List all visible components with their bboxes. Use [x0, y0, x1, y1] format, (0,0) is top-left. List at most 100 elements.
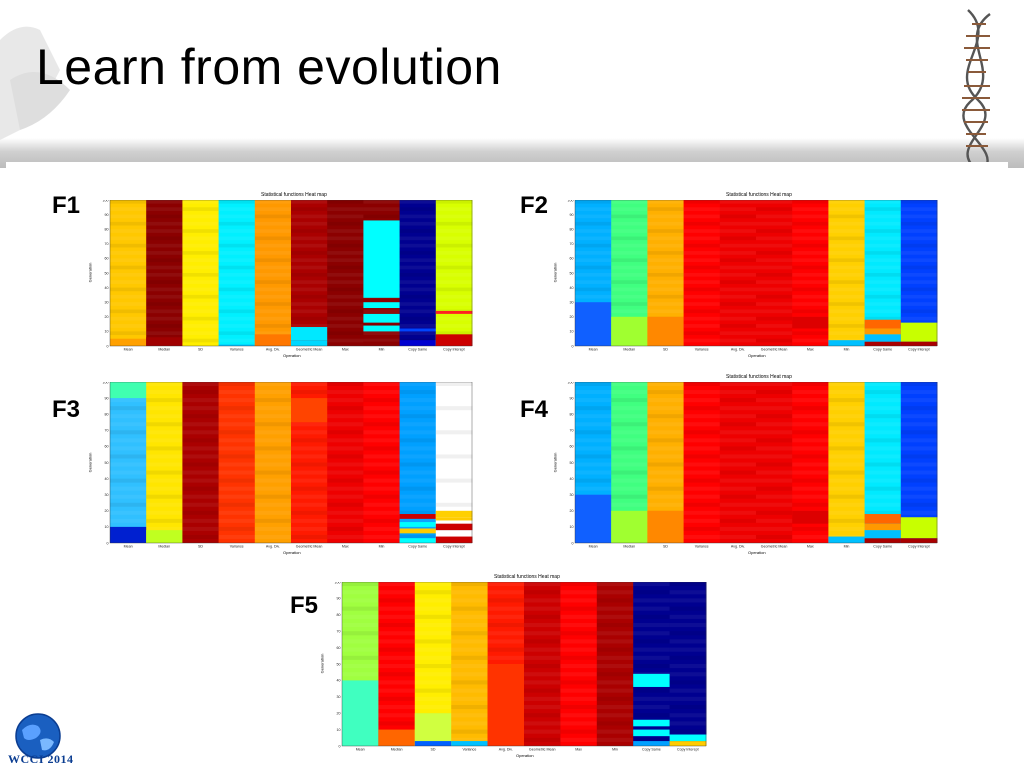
heatmap-stripe [596, 664, 634, 669]
heatmap-stripe [792, 494, 829, 499]
heatmap-stripe [596, 729, 634, 734]
heatmap-stripe [218, 214, 256, 219]
y-tick-label: 100 [103, 382, 109, 384]
heatmap-stripe [146, 510, 183, 515]
heatmap-stripe [291, 454, 328, 459]
heatmap-stripe [435, 382, 473, 387]
heatmap-stripe [451, 639, 489, 644]
heatmap-stripe [828, 430, 866, 435]
heatmap-stripe [110, 494, 147, 499]
x-tick-label: Min [379, 348, 385, 352]
figure-label: F2 [520, 192, 549, 219]
y-tick-label: 10 [570, 525, 574, 529]
heatmap-stripe [363, 331, 401, 336]
heatmap-stripe [291, 422, 328, 427]
heatmap-column [182, 200, 220, 346]
heatmap-stripe [611, 251, 648, 255]
heatmap-cell [647, 316, 685, 346]
x-tick-label: Copy Interept [677, 748, 699, 752]
heatmap-cell [291, 340, 328, 346]
heatmap-stripe [435, 316, 473, 321]
heatmap-stripe [291, 309, 328, 314]
heatmap-stripe [254, 534, 292, 539]
heatmap-stripe [596, 647, 634, 652]
heatmap-stripe [110, 324, 147, 328]
heatmap-column [182, 382, 220, 543]
heatmap-stripe [828, 526, 866, 531]
y-tick-label: 50 [105, 461, 109, 465]
x-tick-label: Geometric Mean [761, 348, 788, 352]
x-tick-label: Min [844, 545, 850, 549]
heatmap-stripe [828, 518, 866, 523]
x-tick-label: Geometric Mean [296, 348, 323, 352]
y-tick-label: 0 [572, 344, 574, 348]
x-tick-label: Variance [230, 545, 244, 549]
heatmap-stripe [864, 280, 902, 284]
heatmap-stripe [900, 454, 938, 459]
heatmap-stripe [596, 672, 634, 677]
heatmap-stripe [327, 331, 364, 336]
heatmap-column [363, 382, 401, 543]
heatmap-stripe [399, 273, 437, 277]
heatmap-stripe [182, 382, 220, 387]
heatmap-stripe [669, 582, 707, 587]
heatmap-stripe [792, 446, 829, 451]
heatmap-stripe [683, 324, 721, 328]
heatmap-stripe [254, 382, 292, 387]
heatmap-stripe [900, 406, 938, 411]
heatmap-stripe [378, 582, 416, 587]
y-tick-label: 30 [105, 301, 109, 305]
heatmap-stripe [669, 680, 707, 685]
heatmap-stripe [611, 430, 648, 435]
heatmap-stripe [669, 688, 707, 693]
heatmap-stripe [399, 406, 437, 411]
x-tick-label: Max [342, 348, 349, 352]
heatmap-stripe [719, 510, 757, 515]
heatmap-stripe [254, 446, 292, 451]
heatmap-stripe [647, 207, 685, 211]
heatmap-plot: 0 10 20 30 40 50 60 70 80 90 100 Mean Median SD Varian… [335, 582, 707, 752]
heatmap-stripe [596, 696, 634, 701]
heatmap-stripe [342, 606, 379, 611]
heatmap-plot: 0 10 20 30 40 50 60 70 80 90 100 Mean Median SD Varian… [568, 200, 938, 352]
heatmap-stripe [864, 236, 902, 241]
heatmap-stripe [669, 696, 707, 701]
heatmap-stripe [719, 207, 757, 211]
heatmap-stripe [399, 309, 437, 314]
heatmap-stripe [435, 207, 473, 211]
heatmap-stripe [414, 631, 452, 636]
heatmap-stripe [327, 243, 364, 248]
heatmap-stripe [792, 309, 829, 314]
heatmap-stripe [900, 486, 938, 491]
heatmap-stripe [633, 590, 671, 595]
heatmap-stripe [291, 273, 328, 277]
heatmap-stripe [182, 398, 220, 403]
heatmap-stripe [218, 309, 256, 314]
heatmap-stripe [864, 454, 902, 459]
heatmap-stripe [756, 446, 793, 451]
heatmap-stripe [399, 534, 437, 539]
heatmap-stripe [291, 258, 328, 263]
heatmap-stripe [792, 526, 829, 531]
heatmap-stripe [378, 598, 416, 603]
heatmap-stripe [218, 236, 256, 241]
heatmap-stripe [828, 221, 866, 226]
heatmap-stripe [399, 478, 437, 483]
heatmap-stripe [647, 200, 685, 204]
heatmap-stripe [182, 446, 220, 451]
heatmap-stripe [218, 502, 256, 507]
heatmap-stripe [291, 438, 328, 443]
heatmap-stripe [435, 221, 473, 226]
heatmap-stripe [110, 273, 147, 277]
heatmap-stripe [327, 422, 364, 427]
y-tick-label: 70 [570, 242, 574, 246]
y-tick-label: 100 [568, 200, 574, 202]
heatmap-stripe [647, 462, 685, 467]
heatmap-stripe [596, 598, 634, 603]
heatmap-stripe [182, 478, 220, 483]
heatmap-stripe [828, 406, 866, 411]
heatmap-stripe [828, 316, 866, 321]
heatmap-stripe [451, 672, 489, 677]
heatmap-stripe [828, 287, 866, 292]
heatmap-stripe [719, 331, 757, 336]
